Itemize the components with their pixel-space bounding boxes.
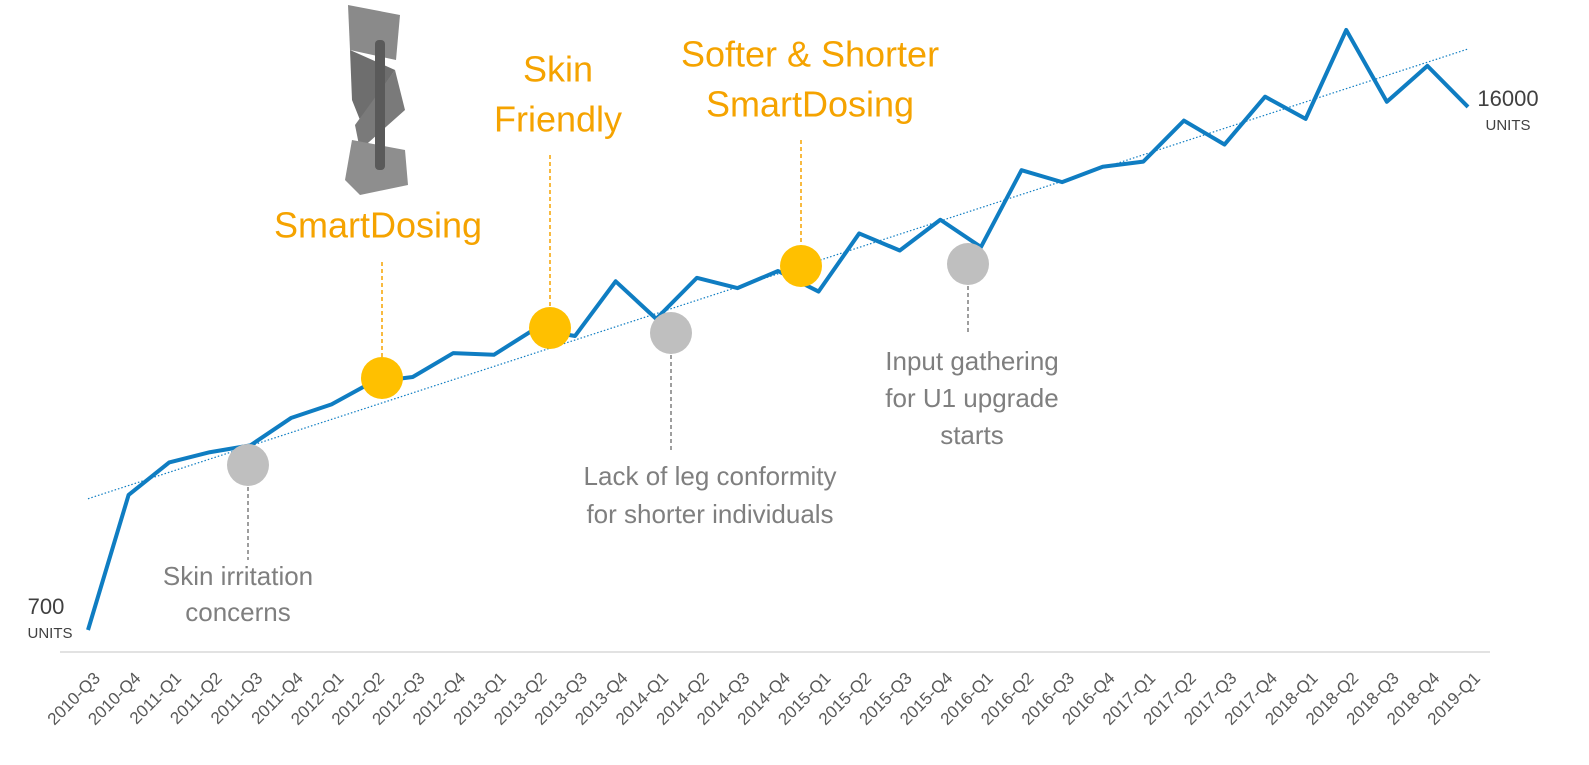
annotation-text: concerns: [185, 597, 291, 627]
start-value-label: 700: [28, 594, 65, 619]
annotation-text: SmartDosing: [274, 205, 482, 246]
milestone-dot: [947, 243, 989, 285]
annotation-text: Softer & Shorter: [681, 34, 939, 75]
milestone-dot: [529, 307, 571, 349]
page: {"chart_data": {"type": "line", "categor…: [0, 0, 1589, 765]
milestone-dot: [227, 444, 269, 486]
end-value-label: 16000: [1477, 86, 1538, 111]
annotation-text: Skin: [523, 49, 593, 90]
milestone-dot: [650, 312, 692, 354]
annotation-text: Input gathering: [885, 346, 1058, 376]
milestone-dot: [780, 245, 822, 287]
brace-image: [333, 0, 413, 200]
milestone-dot: [361, 357, 403, 399]
chart: 2010-Q32010-Q42011-Q12011-Q22011-Q32011-…: [0, 0, 1589, 765]
end-unit-label: UNITS: [1486, 117, 1531, 134]
annotation-text: Lack of leg conformity: [584, 461, 837, 491]
annotation-text: SmartDosing: [706, 84, 914, 125]
start-unit-label: UNITS: [28, 625, 73, 642]
annotation-text: Friendly: [494, 99, 622, 140]
annotation-text: Skin irritation: [163, 561, 313, 591]
annotation-text: for shorter individuals: [586, 499, 833, 529]
annotation-text: for U1 upgrade: [885, 383, 1058, 413]
annotation-text: starts: [940, 420, 1004, 450]
